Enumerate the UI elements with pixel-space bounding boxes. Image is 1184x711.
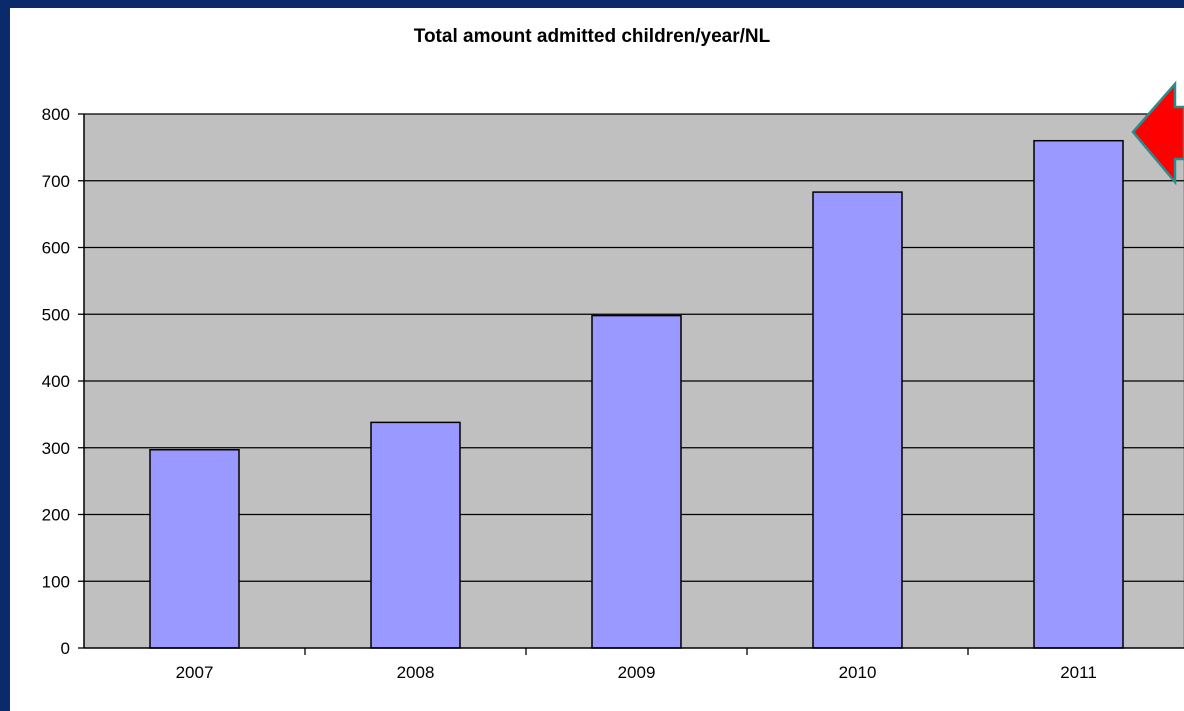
x-tick-label: 2009	[618, 663, 656, 682]
bar-2009	[591, 314, 682, 649]
y-tick-label: 700	[42, 172, 70, 191]
bar-2010	[812, 191, 903, 649]
chart-title: Total amount admitted children/year/NL	[413, 26, 771, 47]
y-tick-labels: 0 100 200 300 400 500 600 700 800	[42, 105, 70, 658]
x-tick-label: 2011	[1060, 663, 1097, 682]
y-tick-label: 100	[42, 572, 70, 591]
y-tick-label: 200	[42, 506, 70, 525]
y-tick-label: 600	[42, 239, 70, 258]
x-tick-label: 2010	[839, 663, 877, 682]
arrow-left-icon	[1131, 80, 1184, 186]
bars	[149, 139, 1124, 649]
bar-2007	[149, 449, 240, 649]
y-tick-label: 800	[42, 105, 70, 124]
y-tick-label: 0	[61, 639, 70, 658]
x-tick-label: 2007	[176, 663, 214, 682]
bar-2008	[370, 421, 461, 649]
axes	[78, 113, 1184, 655]
y-tick-label: 500	[42, 305, 70, 324]
bar-2011	[1033, 139, 1124, 649]
y-tick-label: 400	[42, 372, 70, 391]
y-tick-label: 300	[42, 439, 70, 458]
x-tick-labels: 2007 2008 2009 2010 2011	[176, 663, 1097, 682]
x-tick-label: 2008	[397, 663, 435, 682]
